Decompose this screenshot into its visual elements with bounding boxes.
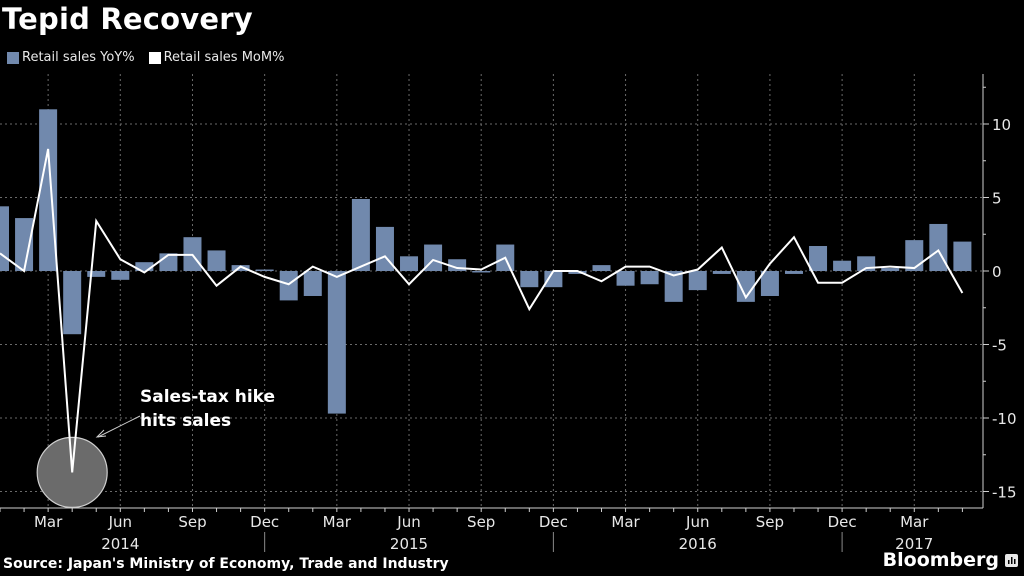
bar-yoy [784,271,803,274]
bar-yoy [255,269,274,271]
bar-yoy [111,271,130,280]
bar-yoy [303,271,322,296]
annotation-text-line-2: hits sales [140,411,231,431]
y-tick-label: -5 [992,337,1007,355]
bar-yoy [833,260,852,271]
bloomberg-chart-icon [1005,553,1018,567]
bar-yoy [327,271,346,414]
legend-item-yoy: Retail sales YoY% [7,50,135,65]
bar-yoy [616,271,635,286]
bar-yoy [279,271,298,301]
legend-label-mom: Retail sales MoM% [163,50,285,65]
x-tick-label: Mar [34,513,63,531]
x-tick-label: Jun [685,513,709,531]
x-tick-label: Sep [178,513,206,531]
bar-yoy [375,226,394,271]
legend-swatch-mom [148,51,161,64]
bar-yoy [400,256,419,271]
bar-yoy [881,268,900,271]
bar-yoy [640,271,659,285]
bar-yoy [448,259,467,271]
y-tick-label: 0 [992,263,1002,281]
bar-yoy [0,206,9,271]
brand-logo: Bloomberg [883,549,1018,571]
bar-yoy [87,271,106,277]
chart-title: Tepid Recovery [2,2,253,36]
x-year-label: 2014 [101,535,139,553]
y-tick-label: -10 [992,410,1017,428]
x-tick-label: Dec [539,513,568,531]
bar-yoy [688,271,707,291]
annotation-text-line-1: Sales-tax hike [140,387,275,407]
bar-yoy [63,271,82,335]
bar-yoy [544,271,563,288]
x-tick-label: Dec [828,513,857,531]
bar-yoy [953,241,972,271]
bar-yoy [39,109,58,271]
bar-yoy [592,265,611,271]
line-mom-path [0,148,964,473]
bar-yoy [520,271,539,288]
bar-yoy [207,250,226,271]
legend-swatch-yoy [7,51,19,64]
x-tick-label: Jun [396,513,420,531]
bar-yoy [135,262,154,271]
bar-yoy [351,198,370,271]
bar-yoy [736,271,755,302]
bar-yoy [712,271,731,274]
x-tick-label: Mar [323,513,352,531]
source-note: Source: Japan's Ministry of Economy, Tra… [3,556,449,572]
bar-yoy [905,240,924,271]
legend-label-yoy: Retail sales YoY% [22,50,135,65]
x-year-label: 2016 [679,535,717,553]
x-tick-label: Sep [756,513,784,531]
axes: 10 5 0 -5 -10 -15 Mar Jun Sep Dec Mar Jun Sep Dec Mar J… [0,74,1017,553]
bar-yoy [568,271,587,274]
bar-yoy [760,271,779,296]
x-year-label: 2017 [895,535,933,553]
y-tick-label: -15 [992,484,1017,502]
annotation-arrowhead [95,429,107,438]
bars-yoy [0,109,972,414]
gridlines [0,74,983,508]
y-tick-label: 10 [992,116,1011,134]
annotation: Sales-tax hike hits sales [95,387,275,438]
brand-name: Bloomberg [882,549,999,571]
line-mom [0,148,964,473]
legend-item-mom: Retail sales MoM% [148,50,285,65]
x-tick-label: Mar [900,513,929,531]
bar-yoy [664,271,683,302]
annotation-arrow [97,415,141,438]
x-tick-label: Dec [250,513,279,531]
legend: Retail sales YoY% Retail sales MoM% [7,50,284,65]
x-tick-label: Jun [108,513,132,531]
bar-yoy [809,246,828,271]
x-tick-label: Mar [611,513,640,531]
bar-yoy [15,218,34,271]
bar-yoy [231,265,250,271]
x-tick-label: Sep [467,513,495,531]
x-year-label: 2015 [390,535,428,553]
y-tick-label: 5 [992,190,1002,208]
bar-yoy [929,223,948,271]
bar-yoy [472,271,491,273]
